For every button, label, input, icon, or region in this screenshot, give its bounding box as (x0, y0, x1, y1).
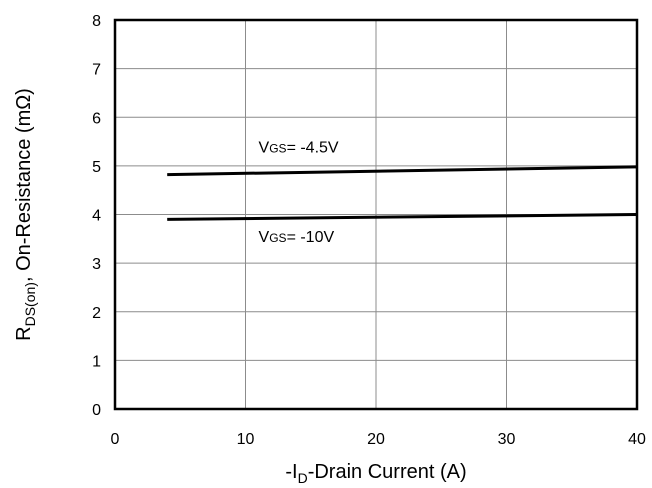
y-axis-title: RDS(on), On-Resistance (mΩ) (13, 88, 38, 341)
series-lines (167, 165, 638, 221)
x-tick-label: 30 (498, 431, 516, 448)
y-tick-label: 1 (92, 353, 101, 370)
x-tick-label: 20 (367, 431, 385, 448)
plot-frame (113, 18, 639, 411)
y-tick-label: 8 (92, 13, 101, 30)
y-tick-label: 0 (92, 402, 101, 419)
y-tick-label: 5 (92, 159, 101, 176)
y-tick-label: 7 (92, 62, 101, 79)
series-line (167, 165, 638, 177)
y-tick-label: 2 (92, 305, 101, 322)
y-tick-label: 6 (92, 110, 101, 127)
y-tick-labels: 0 1 2 3 4 5 6 7 8 (92, 13, 101, 419)
x-axis-title: -ID-Drain Current (A) (285, 461, 466, 486)
x-tick-label: 40 (628, 431, 646, 448)
x-tick-label: 0 (111, 431, 120, 448)
series-annotation: VGS= -4.5V (259, 140, 339, 157)
y-tick-label: 4 (92, 208, 101, 225)
series-annotation: VGS= -10V (259, 229, 335, 246)
x-tick-label: 10 (237, 431, 255, 448)
y-tick-label: 3 (92, 256, 101, 273)
x-tick-labels: 0 10 20 30 40 (111, 431, 646, 448)
series-annotations: VGS= -4.5V VGS= -10V (259, 140, 339, 246)
series-line (167, 213, 638, 221)
